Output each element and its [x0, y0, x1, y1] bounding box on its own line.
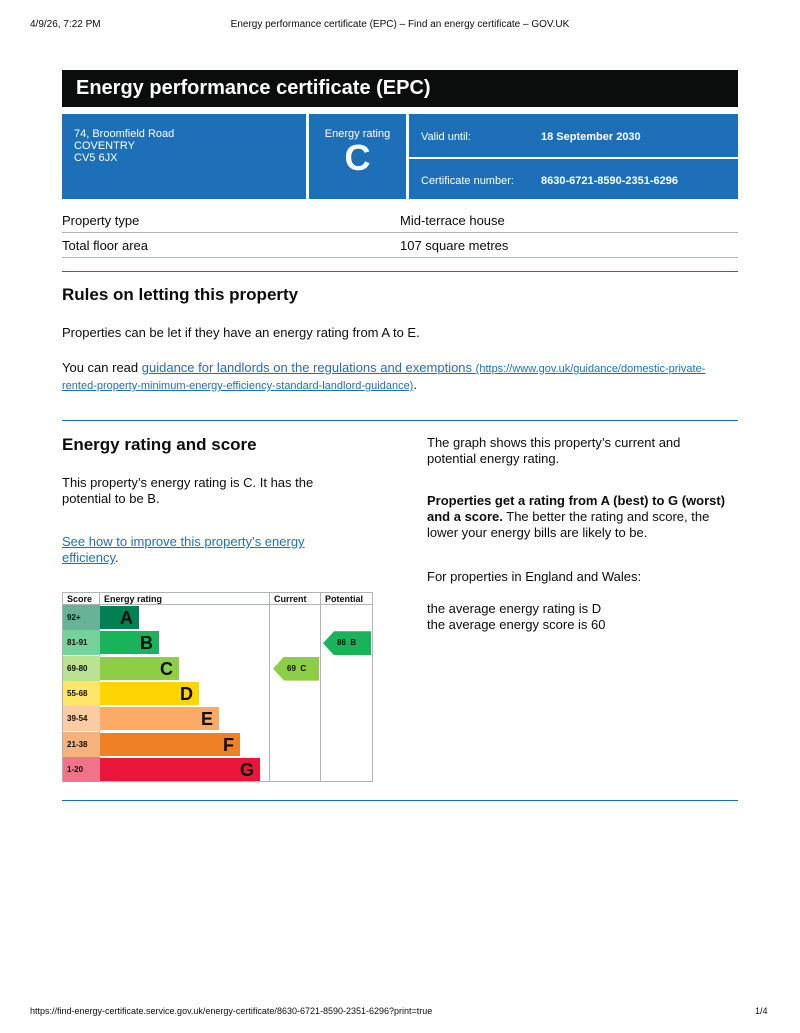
average-score: the average energy score is 60	[427, 617, 606, 632]
valid-value: 18 September 2030	[541, 131, 641, 143]
property-value: 107 square metres	[400, 238, 509, 253]
letting-guidance: You can read guidance for landlords on t…	[62, 360, 722, 394]
rating-bar-C: C	[100, 656, 179, 680]
energy-rating-label: Energy rating	[324, 128, 391, 140]
score-range-G: 1-20	[63, 756, 100, 782]
text: .	[115, 550, 119, 565]
header-score: Score	[63, 593, 100, 605]
grid-line	[269, 593, 270, 781]
property-label: Total floor area	[62, 238, 148, 253]
address-line: 74, Broomfield Road	[74, 128, 175, 140]
cert-value: 8630-6721-8590-2351-6296	[541, 175, 679, 187]
bold-text: Properties get a rating from A (best) to…	[427, 493, 726, 524]
score-range-E: 39-54	[63, 706, 100, 732]
letting-text: Properties can be let if they have an en…	[62, 325, 420, 340]
rating-explanation: Properties get a rating from A (best) to…	[427, 493, 737, 541]
print-datetime: 4/9/26, 7:22 PM	[30, 19, 101, 30]
england-wales: For properties in England and Wales:	[427, 569, 642, 584]
score-range-F: 21-38	[63, 731, 100, 757]
rating-bar-A: A	[100, 606, 139, 629]
letting-heading: Rules on letting this property	[62, 285, 299, 304]
cert-label: Certificate number:	[421, 175, 514, 187]
average-rating: the average energy rating is D	[427, 601, 602, 616]
link-url: (https://www.gov.uk/guidance/domestic-pr…	[62, 363, 706, 392]
divider	[62, 420, 738, 421]
rating-bar-B: B	[100, 631, 159, 655]
improve-para: See how to improve this property’s energ…	[62, 534, 332, 566]
grid-line	[320, 593, 321, 781]
current-rating-arrow: 69 C	[273, 656, 319, 681]
energy-rating-chart: Score Energy rating Current Potential 92…	[62, 592, 373, 782]
score-heading: Energy rating and score	[62, 435, 257, 454]
rating-bar-E: E	[100, 707, 219, 731]
property-value: Mid-terrace house	[400, 213, 505, 228]
print-page: 1/4	[755, 1006, 768, 1016]
page-title: Energy performance certificate (EPC)	[62, 70, 738, 107]
text: The better the rating and score, the low…	[427, 509, 710, 540]
score-range-B: 81-91	[63, 630, 100, 656]
link-text: guidance for landlords on the regulation…	[141, 360, 473, 375]
rating-bar-G: G	[100, 757, 260, 781]
potential-rating-arrow: 86 B	[323, 631, 371, 656]
print-title: Energy performance certificate (EPC) – F…	[230, 19, 570, 30]
print-url: https://find-energy-certificate.service.…	[30, 1006, 433, 1016]
property-type-row: Property type Mid-terrace house	[62, 208, 738, 233]
certificate-number: Certificate number: 8630-6721-8590-2351-6…	[409, 159, 738, 199]
score-range-A: 92+	[63, 605, 100, 630]
address: 74, Broomfield Road COVENTRY CV5 6JX	[62, 114, 306, 199]
floor-area-row: Total floor area 107 square metres	[62, 233, 738, 258]
score-text: This property’s energy rating is C. It h…	[62, 475, 314, 506]
header-potential: Potential	[321, 593, 373, 605]
energy-rating-value: C	[344, 137, 371, 178]
landlord-guidance-link[interactable]: guidance for landlords on the regulation…	[62, 360, 705, 392]
valid-until: Valid until: 18 September 2030	[409, 114, 738, 157]
text: .	[413, 377, 417, 392]
property-label: Property type	[62, 213, 140, 228]
score-range-C: 69-80	[63, 655, 100, 681]
text: You can read	[62, 360, 142, 375]
address-line: CV5 6JX	[74, 152, 118, 164]
graph-explanation: The graph shows this property’s current …	[427, 435, 681, 466]
header-current: Current	[270, 593, 321, 605]
rating-bar-D: D	[100, 681, 199, 705]
divider	[62, 271, 738, 272]
valid-label: Valid until:	[421, 131, 471, 143]
score-range-D: 55-68	[63, 680, 100, 706]
header-energy-rating: Energy rating	[100, 593, 270, 605]
divider	[62, 800, 738, 801]
address-line: COVENTRY	[74, 140, 135, 152]
rating-bar-F: F	[100, 732, 240, 756]
energy-rating-box: Energy rating C	[309, 114, 406, 199]
improve-efficiency-link[interactable]: See how to improve this property’s energ…	[62, 534, 305, 565]
